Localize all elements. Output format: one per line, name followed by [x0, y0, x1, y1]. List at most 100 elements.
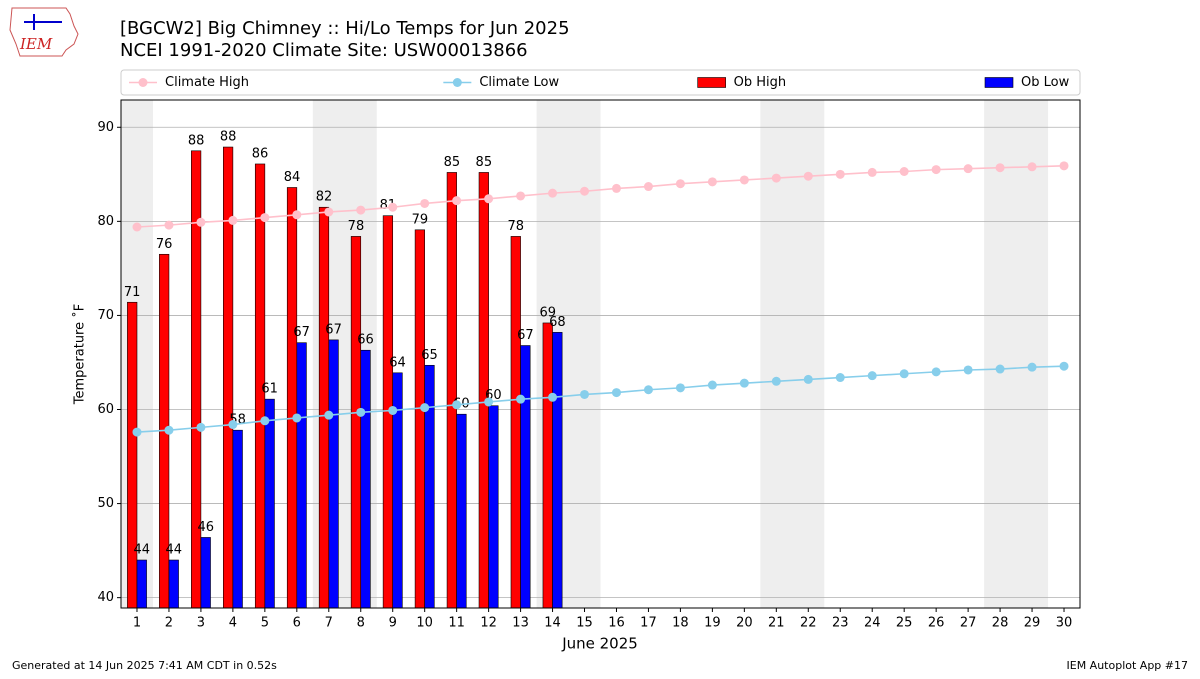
point — [164, 220, 174, 230]
x-tick-label: 27 — [960, 616, 977, 631]
legend-label: Climate High — [165, 75, 249, 90]
x-tick-label: 2 — [165, 616, 173, 631]
legend-swatch — [697, 77, 726, 88]
point — [835, 373, 845, 383]
point — [228, 420, 238, 430]
value-label: 69 — [539, 305, 556, 320]
point — [420, 403, 430, 413]
legend-swatch — [984, 77, 1014, 88]
point — [1027, 362, 1037, 372]
legend-swatch — [138, 78, 148, 87]
point — [899, 166, 909, 176]
x-tick-label: 16 — [608, 616, 625, 631]
value-label: 88 — [220, 130, 237, 145]
point — [739, 175, 749, 185]
x-tick-label: 15 — [576, 616, 593, 631]
bar — [520, 345, 531, 609]
y-tick-label: 40 — [97, 590, 114, 605]
bar — [542, 322, 553, 609]
value-label: 67 — [293, 325, 310, 340]
value-label: 85 — [444, 155, 461, 170]
point — [260, 416, 270, 426]
logo: IEM — [9, 7, 79, 57]
chart-subtitle: NCEI 1991-2020 Climate Site: USW00013866 — [120, 40, 528, 61]
point — [995, 163, 1005, 173]
point — [803, 171, 813, 181]
x-tick-label: 1 — [133, 616, 141, 631]
x-tick-label: 29 — [1024, 616, 1041, 631]
x-tick-label: 28 — [992, 616, 1009, 631]
x-tick-label: 25 — [896, 616, 913, 631]
point — [1027, 162, 1037, 172]
bar — [232, 429, 243, 609]
point — [611, 183, 621, 193]
x-tick-label: 17 — [640, 616, 657, 631]
point — [771, 376, 781, 386]
x-tick-label: 12 — [480, 616, 497, 631]
point — [420, 198, 430, 208]
point — [643, 385, 653, 395]
value-label: 61 — [261, 382, 278, 397]
point — [388, 405, 398, 415]
point — [324, 410, 334, 420]
point — [963, 365, 973, 375]
point — [995, 364, 1005, 374]
bar — [552, 332, 563, 609]
point — [803, 374, 813, 384]
bar — [350, 236, 362, 609]
point — [484, 194, 494, 204]
x-tick-label: 26 — [928, 616, 945, 631]
value-label: 71 — [124, 285, 141, 300]
point — [260, 213, 270, 223]
point — [611, 388, 621, 398]
point — [516, 191, 526, 201]
point — [580, 389, 590, 399]
point — [675, 383, 685, 393]
point — [132, 222, 142, 232]
point — [771, 173, 781, 183]
bar — [127, 301, 138, 609]
x-tick-label: 23 — [832, 616, 849, 631]
bar — [286, 187, 298, 609]
x-tick-label: 13 — [512, 616, 529, 631]
bar — [414, 229, 425, 609]
value-label: 76 — [156, 237, 173, 252]
bar — [318, 206, 330, 609]
value-label: 68 — [549, 315, 566, 330]
point — [548, 392, 558, 402]
value-label: 46 — [197, 520, 214, 535]
point — [484, 397, 494, 407]
point — [643, 182, 653, 192]
point — [324, 207, 334, 217]
footer-right: IEM Autoplot App #17 — [1067, 659, 1189, 672]
point — [356, 205, 366, 215]
x-tick-label: 3 — [197, 616, 205, 631]
weekend-band — [760, 100, 825, 608]
line — [136, 165, 1065, 228]
point — [835, 169, 845, 179]
x-tick-label: 4 — [229, 616, 237, 631]
bar — [510, 236, 521, 609]
bar — [360, 349, 371, 609]
x-tick-label: 19 — [704, 616, 721, 631]
point — [675, 179, 685, 189]
x-tick-label: 8 — [357, 616, 365, 631]
bar — [200, 537, 211, 609]
y-tick-label: 80 — [97, 214, 114, 229]
logo-text: IEM — [19, 35, 53, 53]
x-tick-label: 30 — [1056, 616, 1073, 631]
x-tick-label: 21 — [768, 616, 785, 631]
x-tick-label: 18 — [672, 616, 689, 631]
bar — [446, 172, 457, 609]
point — [707, 177, 717, 187]
point — [132, 427, 142, 437]
point — [931, 165, 941, 175]
x-tick-label: 9 — [389, 616, 397, 631]
value-label: 79 — [412, 212, 429, 227]
value-label: 82 — [316, 190, 333, 205]
point — [228, 215, 238, 225]
point — [164, 425, 174, 435]
point — [388, 202, 398, 212]
